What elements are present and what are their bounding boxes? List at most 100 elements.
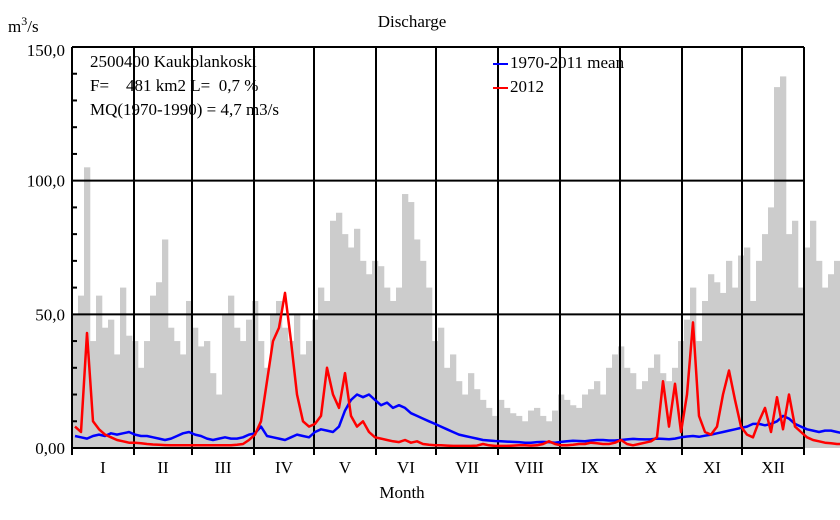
envelope-bar bbox=[792, 220, 799, 448]
station-mq: MQ(1970-1990) = 4,7 m3/s bbox=[90, 100, 279, 119]
envelope-bar bbox=[378, 266, 385, 448]
envelope-bar bbox=[462, 394, 469, 448]
envelope-bar bbox=[186, 300, 193, 448]
envelope-bar bbox=[510, 413, 517, 448]
envelope-bar bbox=[564, 399, 571, 448]
envelope-bar bbox=[156, 282, 163, 448]
month-label: VIII bbox=[514, 458, 544, 477]
envelope-bar bbox=[570, 405, 577, 448]
envelope-bar bbox=[270, 314, 277, 448]
envelope-bar bbox=[192, 327, 199, 448]
envelope-bar bbox=[804, 247, 811, 448]
month-label: VII bbox=[455, 458, 479, 477]
envelope-bar bbox=[504, 407, 511, 448]
envelope-bar bbox=[798, 287, 805, 448]
envelope-bar bbox=[390, 300, 397, 448]
y-tick-label: 100,0 bbox=[27, 172, 65, 191]
month-label: X bbox=[645, 458, 657, 477]
envelope-bar bbox=[198, 346, 205, 448]
envelope-bar bbox=[486, 407, 493, 448]
envelope-bar bbox=[180, 354, 187, 448]
envelope-bar bbox=[516, 415, 523, 448]
legend-label-mean: 1970-2011 mean bbox=[510, 53, 625, 72]
envelope-bar bbox=[810, 220, 817, 448]
envelope-bar bbox=[348, 247, 355, 448]
month-label: IX bbox=[581, 458, 599, 477]
month-label: XII bbox=[761, 458, 785, 477]
envelope-bar bbox=[534, 407, 541, 448]
envelope-bar bbox=[756, 260, 763, 448]
envelope-bar bbox=[312, 319, 319, 448]
envelope-bar bbox=[522, 421, 529, 448]
envelope-bar bbox=[546, 421, 553, 448]
envelope-bar bbox=[444, 367, 451, 448]
envelope-bar bbox=[714, 282, 721, 448]
envelope-bar bbox=[264, 367, 271, 448]
envelope-bar bbox=[408, 202, 415, 448]
envelope-bar bbox=[342, 234, 349, 448]
envelope-bar bbox=[96, 295, 103, 448]
envelope-bar bbox=[132, 341, 139, 448]
envelope-bar bbox=[816, 260, 823, 448]
envelope-bar bbox=[288, 341, 295, 448]
envelope-bar bbox=[138, 367, 145, 448]
envelope-bar bbox=[624, 367, 631, 448]
station-name: 2500400 Kaukolankoski bbox=[90, 52, 257, 71]
envelope-bar bbox=[216, 394, 223, 448]
envelope-bar bbox=[660, 373, 667, 448]
envelope-bar bbox=[144, 341, 151, 448]
series-line-2012 bbox=[74, 291, 840, 448]
envelope-bar bbox=[654, 354, 661, 448]
envelope-bar bbox=[786, 234, 793, 448]
month-label: II bbox=[157, 458, 169, 477]
chart-title: Discharge bbox=[378, 12, 447, 31]
envelope-bar bbox=[294, 314, 301, 448]
envelope-bar bbox=[666, 381, 673, 448]
y-tick-label: 0,00 bbox=[35, 439, 65, 458]
envelope-bar bbox=[162, 239, 169, 448]
envelope-bar bbox=[318, 287, 325, 448]
envelope-bar bbox=[480, 399, 487, 448]
envelope-bar bbox=[228, 295, 235, 448]
envelope-bar bbox=[234, 327, 241, 448]
station-info: 2500400 Kaukolankoski F= 481 km2 L= 0,7 … bbox=[90, 52, 279, 119]
envelope-bar bbox=[72, 314, 79, 448]
envelope-bar bbox=[822, 287, 829, 448]
envelope-bar bbox=[210, 373, 217, 448]
envelope-bar bbox=[84, 167, 91, 449]
envelope-bar bbox=[414, 239, 421, 448]
y-tick-label: 150,0 bbox=[27, 41, 65, 60]
envelope-bar bbox=[282, 327, 289, 448]
envelope-bar bbox=[540, 415, 547, 448]
envelope-bar bbox=[708, 274, 715, 448]
envelope-bar bbox=[828, 274, 835, 448]
month-label: XI bbox=[703, 458, 721, 477]
envelope-bar bbox=[582, 394, 589, 448]
envelope-bar bbox=[552, 410, 559, 448]
envelope-bar bbox=[102, 327, 109, 448]
envelope-bar bbox=[168, 327, 175, 448]
envelope-bar bbox=[576, 407, 583, 448]
envelope-bar bbox=[384, 287, 391, 448]
envelope-bar bbox=[276, 300, 283, 448]
envelope-bar bbox=[360, 260, 367, 448]
envelope-bar bbox=[252, 300, 259, 448]
legend: 1970-2011 mean 2012 bbox=[493, 53, 625, 96]
envelope-bar bbox=[222, 314, 229, 448]
envelope-bar bbox=[774, 87, 781, 448]
month-label: VI bbox=[397, 458, 415, 477]
envelope-bar bbox=[600, 394, 607, 448]
y-tick-label: 50,0 bbox=[35, 305, 65, 324]
envelope-bars bbox=[72, 76, 840, 449]
envelope-bar bbox=[336, 212, 343, 448]
envelope-bar bbox=[642, 381, 649, 448]
envelope-bar bbox=[744, 247, 751, 448]
envelope-bar bbox=[330, 220, 337, 448]
envelope-bar bbox=[456, 381, 463, 448]
envelope-bar bbox=[672, 367, 679, 448]
envelope-bar bbox=[630, 373, 637, 448]
station-area: F= 481 km2 L= 0,7 % bbox=[90, 76, 258, 95]
envelope-bar bbox=[720, 292, 727, 448]
